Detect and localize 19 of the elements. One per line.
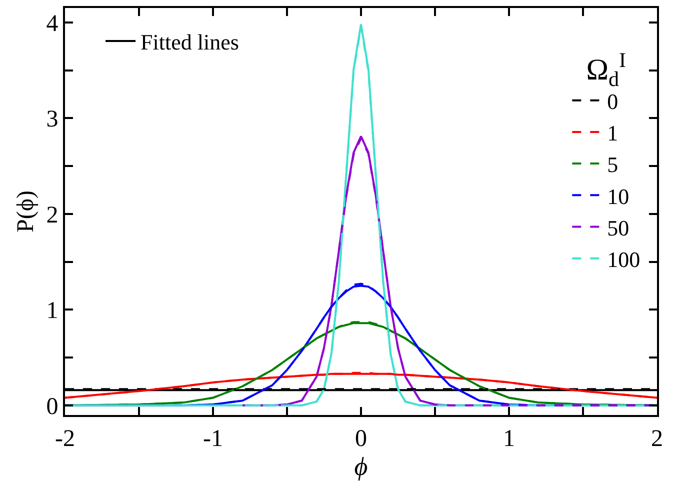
legend-label: 5: [607, 152, 618, 178]
x-tick-label: -2: [55, 426, 75, 452]
y-tick-label: 4: [46, 10, 58, 37]
legend-label: 100: [607, 246, 640, 272]
legend-label: Fitted lines: [140, 30, 239, 55]
x-tick-label: -1: [203, 426, 223, 452]
legend-label: 1: [607, 120, 618, 146]
x-tick-label: 2: [651, 426, 663, 452]
y-tick-label: 0: [46, 394, 58, 420]
y-tick-label: 2: [46, 202, 58, 228]
legend-label: 10: [607, 184, 630, 209]
x-axis-title: ϕ: [354, 452, 368, 481]
x-tick-label: 0: [355, 426, 367, 452]
y-axis-title: P(ϕ): [12, 190, 39, 232]
x-tick-label: 1: [503, 426, 515, 452]
y-tick-label: 3: [46, 106, 58, 133]
legend-label: 50: [607, 215, 630, 240]
legend-label: 0: [607, 88, 618, 114]
y-tick-label: 1: [46, 298, 58, 324]
